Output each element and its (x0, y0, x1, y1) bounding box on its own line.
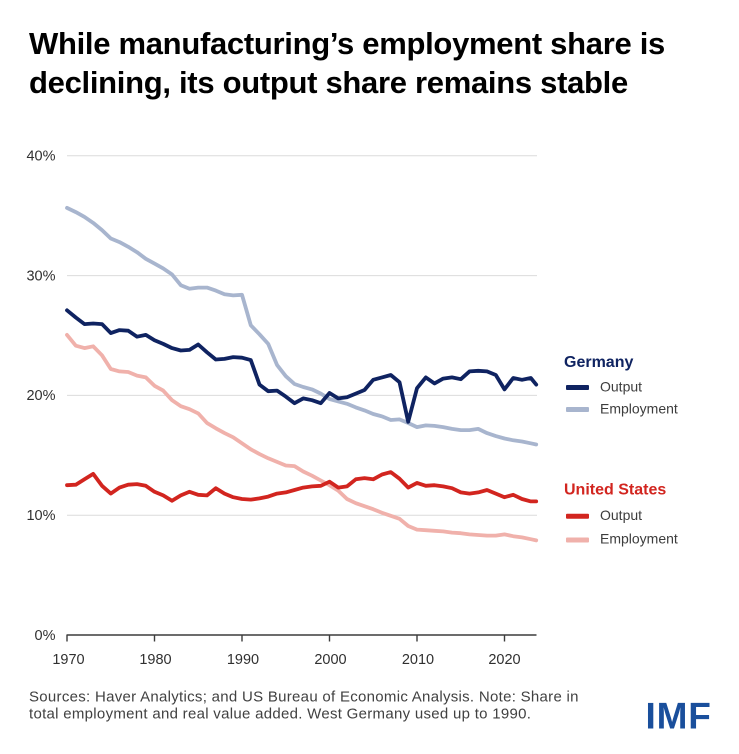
svg-text:2010: 2010 (402, 652, 434, 668)
svg-text:Sources: Haver Analytics; and: Sources: Haver Analytics; and US Bureau … (29, 689, 579, 706)
svg-text:1970: 1970 (52, 652, 84, 668)
svg-text:United States: United States (564, 482, 666, 499)
svg-text:0%: 0% (35, 628, 56, 644)
svg-text:IMF: IMF (646, 696, 712, 737)
svg-text:2000: 2000 (314, 652, 346, 668)
svg-text:10%: 10% (26, 508, 55, 524)
svg-text:40%: 40% (26, 149, 55, 165)
svg-text:Output: Output (600, 507, 642, 523)
svg-text:Employment: Employment (600, 401, 678, 417)
svg-text:Output: Output (600, 379, 642, 395)
svg-text:1980: 1980 (139, 652, 171, 668)
svg-text:Employment: Employment (600, 531, 678, 547)
svg-text:20%: 20% (26, 388, 55, 404)
svg-text:1990: 1990 (227, 652, 259, 668)
svg-text:Germany: Germany (564, 354, 633, 371)
svg-text:2020: 2020 (488, 652, 520, 668)
svg-text:30%: 30% (26, 268, 55, 284)
svg-text:total employment and real valu: total employment and real value added. W… (29, 705, 531, 722)
